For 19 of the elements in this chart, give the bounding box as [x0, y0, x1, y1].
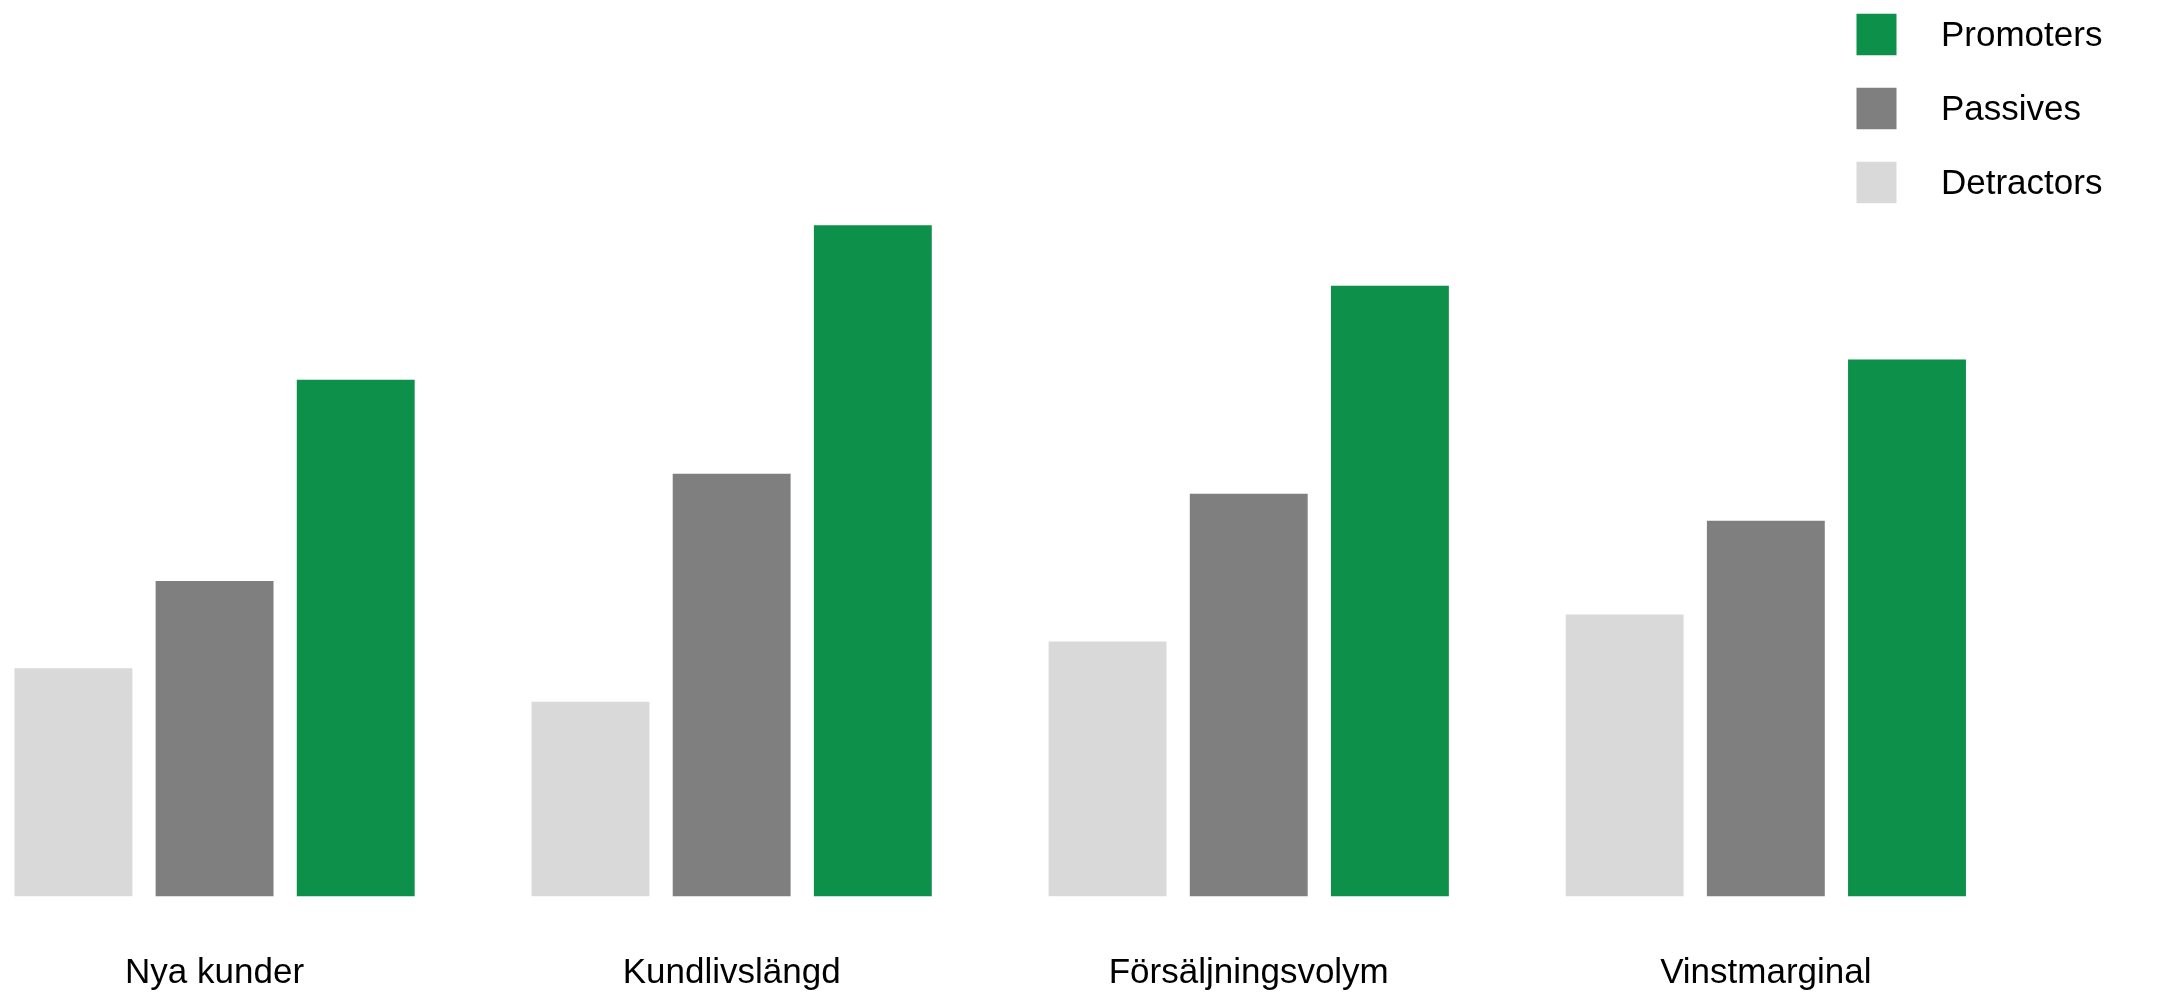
x-tick-label: Nya kunder	[125, 950, 305, 990]
bar	[1706, 520, 1825, 897]
legend-label: Detractors	[1941, 162, 2104, 202]
x-tick-label: Försäljningsvolym	[1108, 950, 1389, 990]
bar	[1565, 614, 1684, 897]
bar	[531, 701, 650, 897]
legend-label: Promoters	[1941, 14, 2104, 54]
bar	[1330, 285, 1449, 897]
legend-label: Passives	[1941, 88, 2083, 128]
x-tick-label: Kundlivslängd	[622, 950, 841, 990]
bar	[1048, 641, 1167, 897]
bar	[296, 379, 415, 897]
bar	[813, 225, 932, 897]
x-tick-label: Vinstmarginal	[1660, 950, 1872, 990]
bar	[1848, 359, 1966, 897]
bar	[155, 581, 274, 897]
bar	[14, 668, 133, 897]
bar	[672, 473, 791, 897]
bar	[1189, 493, 1308, 897]
